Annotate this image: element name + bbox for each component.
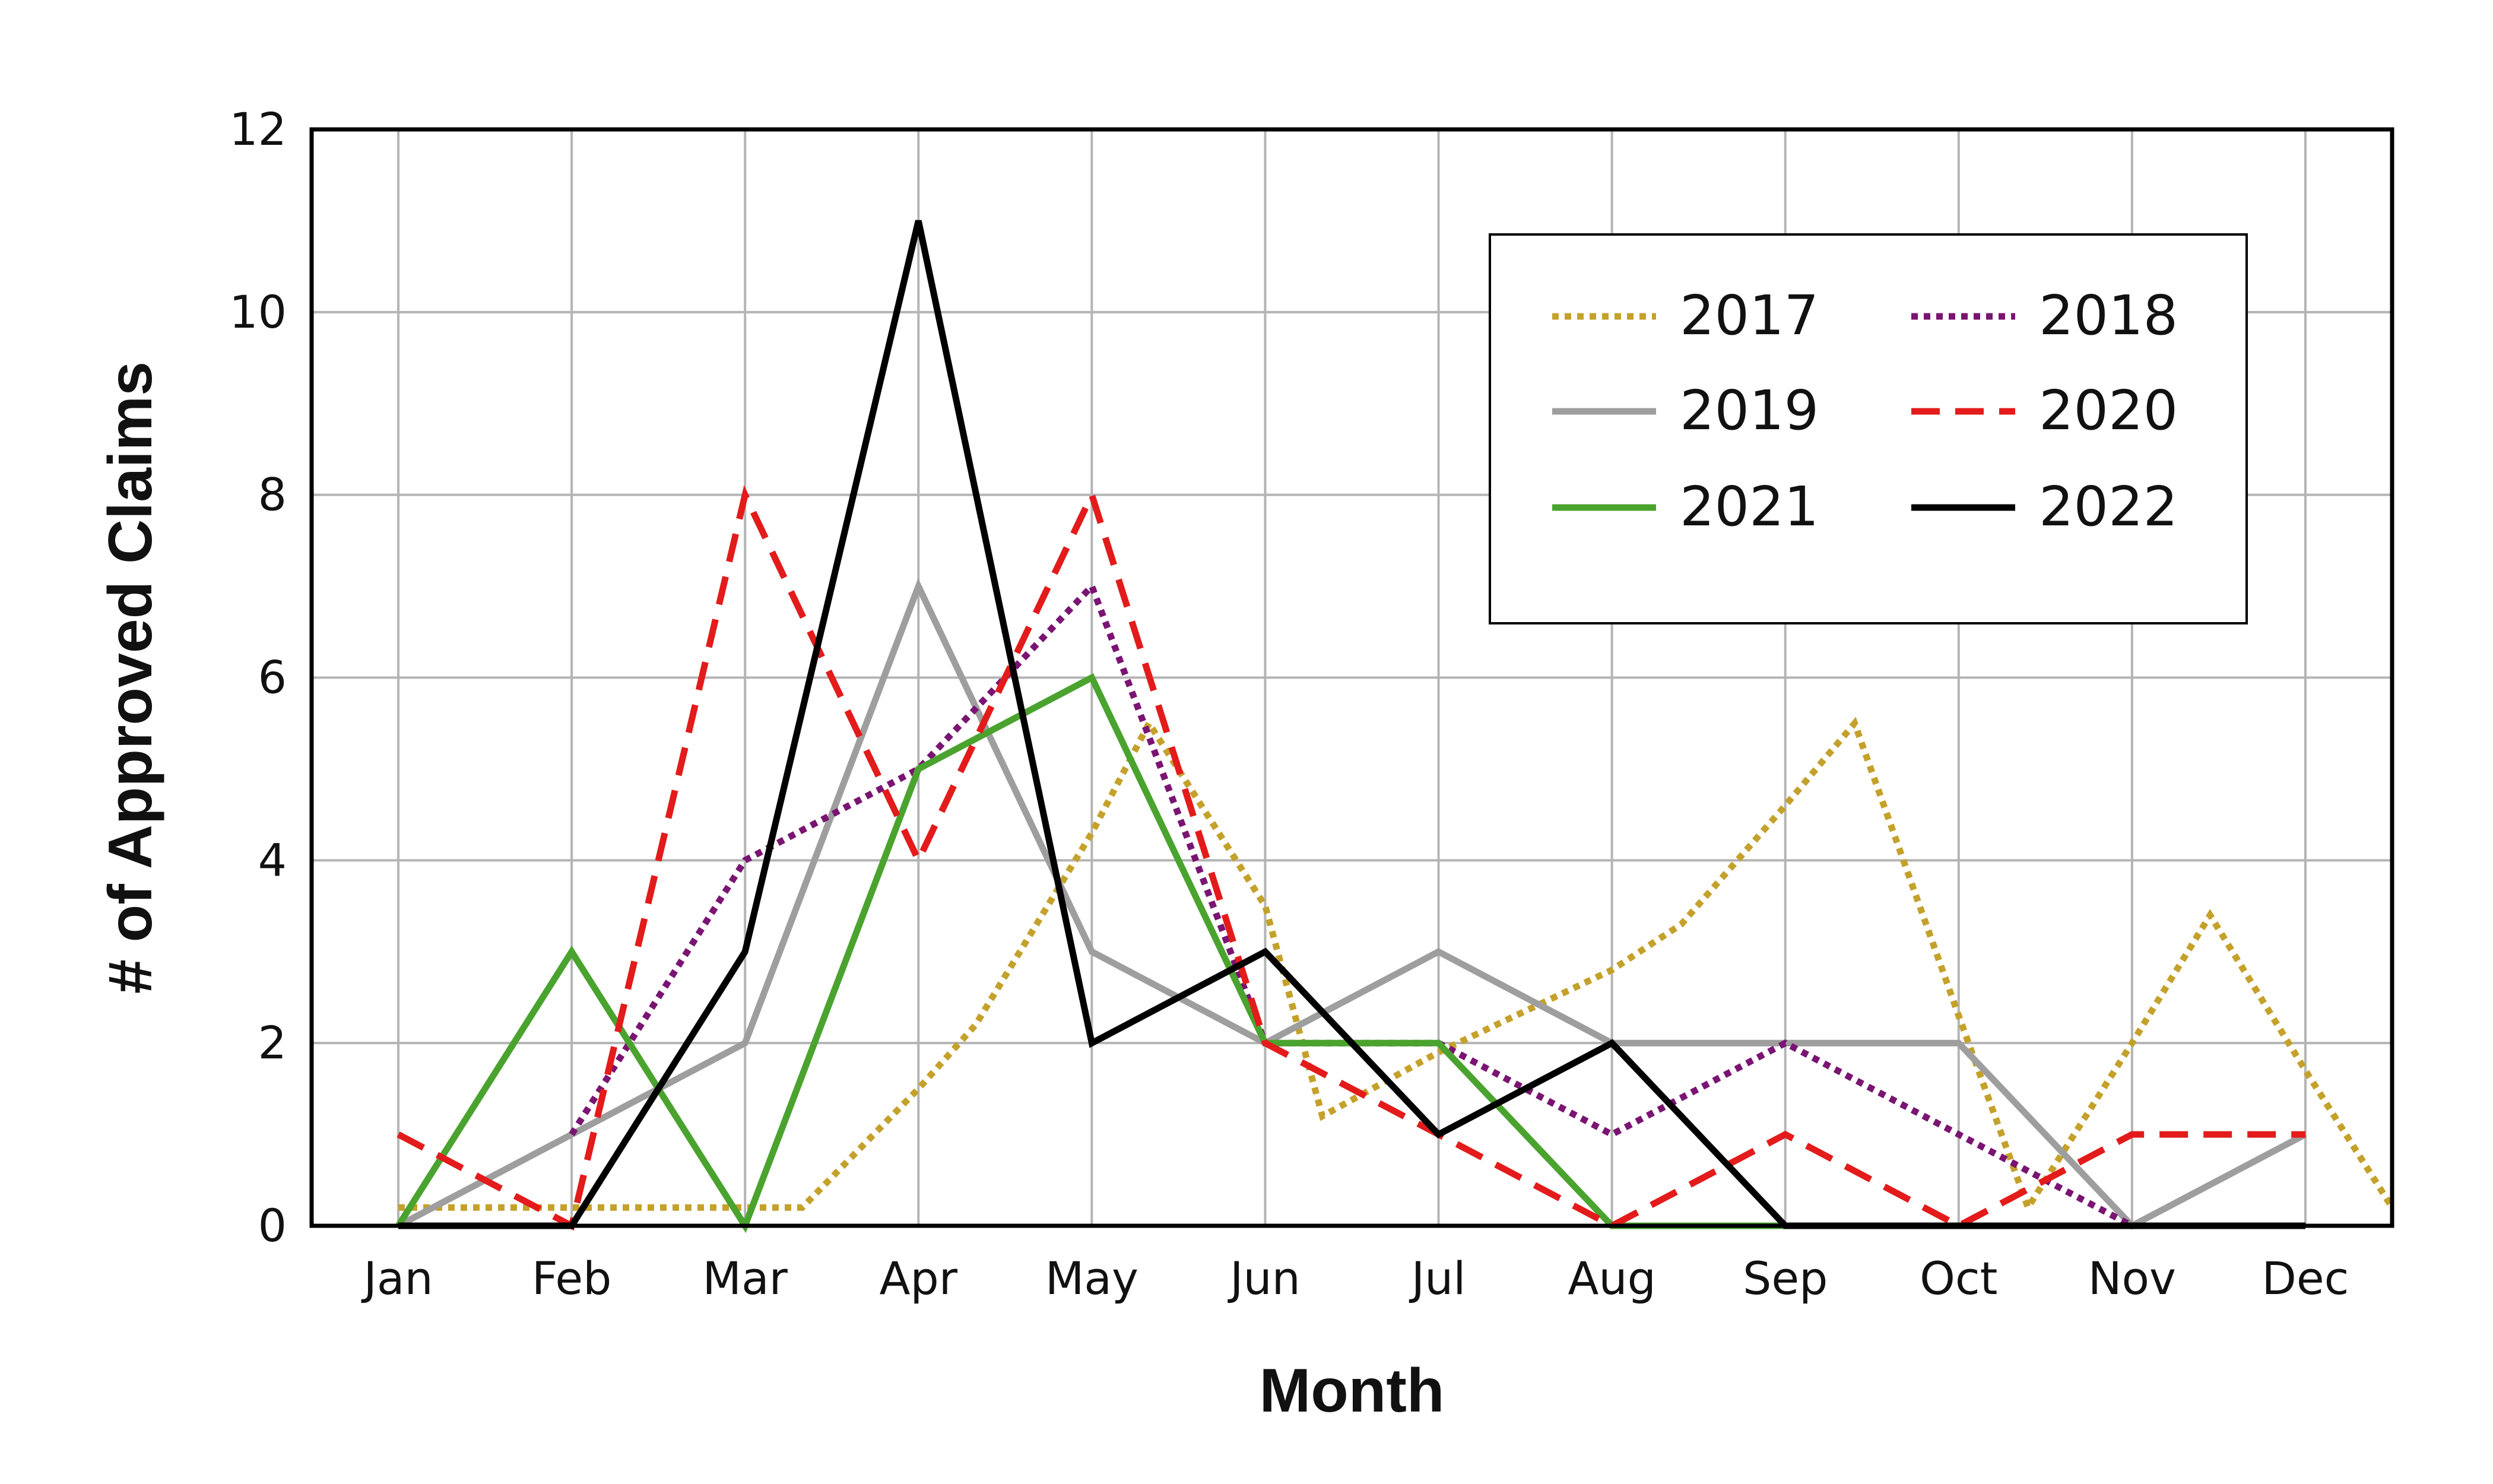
legend-label-2017: 2017 [1680, 284, 1819, 347]
series-line-2017 [398, 716, 2395, 1215]
legend-item-2018: 2018 [1911, 284, 2178, 347]
y-tick-label-12: 12 [229, 103, 287, 156]
legend-label-2019: 2019 [1680, 379, 1819, 442]
y-tick-label-10: 10 [229, 286, 287, 338]
legend-box [1489, 233, 2248, 624]
x-tick-label-aug: Aug [1568, 1252, 1655, 1305]
series-line-2020 [397, 485, 2305, 1231]
legend-label-2018: 2018 [2039, 284, 2178, 347]
x-tick-label-oct: Oct [1920, 1252, 1997, 1305]
plot-area-frame [309, 127, 2394, 1228]
x-tick-label-dec: Dec [2262, 1252, 2349, 1305]
y-tick-label-0: 0 [258, 1199, 287, 1252]
x-tick-label-jan: Jan [361, 1252, 433, 1305]
y-tick-label-6: 6 [258, 651, 287, 704]
x-tick-label-nov: Nov [2088, 1252, 2176, 1305]
x-tick-label-jun: Jun [1228, 1252, 1301, 1305]
legend-label-2022: 2022 [2039, 475, 2178, 538]
y-tick-label-4: 4 [258, 833, 287, 886]
series-line-2019 [397, 578, 2307, 1230]
legend-label-2021: 2021 [1680, 475, 1819, 538]
x-tick-label-sep: Sep [1743, 1252, 1828, 1305]
x-tick-label-may: May [1045, 1252, 1138, 1305]
x-axis-ticks: Jan Feb Mar Apr May Jun Jul Aug Sep Oct Nov Dec [361, 1252, 2349, 1305]
x-axis-title: Month [1260, 1356, 1445, 1425]
legend-label-2020: 2020 [2039, 379, 2178, 442]
legend-item-2017: 2017 [1552, 284, 1819, 347]
legend-item-2022: 2022 [1911, 475, 2178, 538]
y-tick-label-2: 2 [258, 1016, 287, 1069]
x-tick-label-apr: Apr [880, 1252, 958, 1305]
legend-item-2019: 2019 [1552, 379, 1819, 442]
x-tick-label-jul: Jul [1409, 1252, 1466, 1305]
y-axis-title: # of Approved Claims [96, 362, 165, 994]
y-axis-ticks: 0 2 4 6 8 10 12 [229, 103, 287, 1252]
y-tick-label-8: 8 [258, 468, 287, 521]
x-tick-label-mar: Mar [703, 1252, 788, 1305]
legend-item-2020: 2020 [1911, 379, 2178, 442]
legend-item-2021: 2021 [1552, 475, 1819, 538]
x-tick-label-feb: Feb [532, 1252, 612, 1305]
legend: 2017 2018 2019 2020 2021 2022 [1489, 233, 2248, 624]
